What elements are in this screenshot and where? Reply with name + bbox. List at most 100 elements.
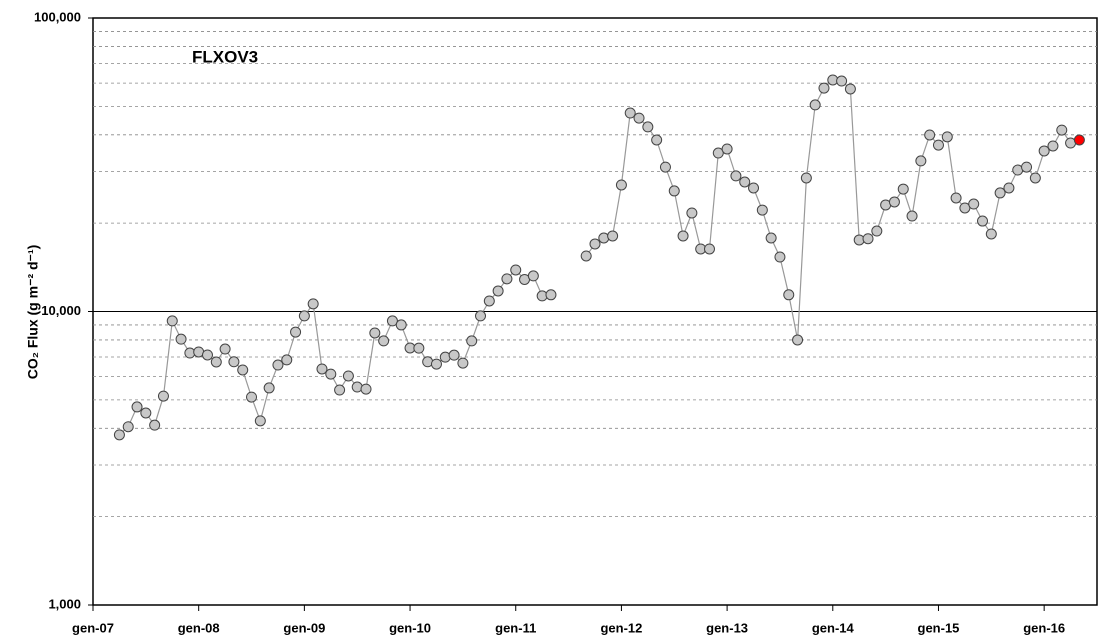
data-point (897, 183, 909, 195)
data-point (668, 185, 680, 197)
x-tick-label: gen-12 (600, 620, 642, 635)
data-point (140, 407, 152, 419)
data-point (756, 204, 768, 216)
data-point (941, 131, 953, 143)
data-point (157, 390, 169, 402)
data-point (994, 187, 1006, 199)
data-point (298, 310, 310, 322)
data-point (228, 356, 240, 368)
data-point (703, 243, 715, 255)
x-tick-label: gen-13 (706, 620, 748, 635)
data-point (131, 401, 143, 413)
data-point (818, 82, 830, 94)
x-tick-label: gen-16 (1023, 620, 1065, 635)
data-point (792, 334, 804, 346)
data-point (1047, 140, 1059, 152)
data-point (466, 335, 478, 347)
data-point (642, 121, 654, 133)
data-point (281, 354, 293, 366)
x-tick-label: gen-09 (283, 620, 325, 635)
data-point (113, 429, 125, 441)
data-point (580, 250, 592, 262)
x-tick-label: gen-07 (72, 620, 114, 635)
data-point (924, 129, 936, 141)
data-point (316, 363, 328, 375)
data-point (1021, 161, 1033, 173)
data-point (325, 368, 337, 380)
data-point (844, 83, 856, 95)
data-point (413, 342, 425, 354)
data-point (457, 357, 469, 369)
data-point (545, 289, 557, 301)
data-point (175, 333, 187, 345)
data-point (210, 356, 222, 368)
data-point (871, 225, 883, 237)
data-point (510, 264, 522, 276)
data-point (166, 315, 178, 327)
y-tick-label: 10,000 (41, 303, 81, 318)
data-point (783, 289, 795, 301)
data-point (430, 358, 442, 370)
data-point (651, 134, 663, 146)
data-point (615, 179, 627, 191)
data-point (712, 147, 724, 159)
highlight-point (1073, 134, 1085, 146)
data-point (659, 161, 671, 173)
data-point (342, 370, 354, 382)
data-point (263, 382, 275, 394)
data-point (122, 421, 134, 433)
data-point (475, 310, 487, 322)
data-point (149, 419, 161, 431)
y-axis-label: CO₂ Flux (g m⁻² d⁻¹) (25, 245, 41, 380)
data-point (483, 295, 495, 307)
data-point (985, 228, 997, 240)
data-point (272, 359, 284, 371)
data-point (1003, 182, 1015, 194)
data-point (360, 383, 372, 395)
data-point (395, 319, 407, 331)
data-point (906, 210, 918, 222)
data-point (1029, 172, 1041, 184)
x-tick-label: gen-14 (812, 620, 855, 635)
data-point (607, 230, 619, 242)
data-point (686, 207, 698, 219)
data-point (888, 196, 900, 208)
data-point (290, 326, 302, 338)
data-point (378, 335, 390, 347)
data-point (862, 233, 874, 245)
data-point (800, 172, 812, 184)
data-point (1038, 145, 1050, 157)
x-tick-label: gen-15 (918, 620, 960, 635)
data-point (1056, 124, 1068, 136)
data-point (739, 176, 751, 188)
data-point (915, 155, 927, 167)
data-point (950, 192, 962, 204)
data-point (307, 298, 319, 310)
x-tick-label: gen-11 (495, 620, 536, 635)
data-point (386, 315, 398, 327)
data-point (448, 349, 460, 361)
data-point (968, 198, 980, 210)
data-point (527, 270, 539, 282)
data-point (589, 238, 601, 250)
data-point (237, 364, 249, 376)
chart-title: FLXOV3 (192, 47, 258, 66)
data-point (219, 343, 231, 355)
data-point (836, 75, 848, 87)
data-point (492, 285, 504, 297)
y-tick-label: 1,000 (48, 596, 81, 611)
data-point (246, 391, 258, 403)
data-point (633, 112, 645, 124)
data-point (721, 143, 733, 155)
x-tick-label: gen-10 (389, 620, 431, 635)
x-tick-label: gen-08 (178, 620, 220, 635)
data-point (254, 415, 266, 427)
data-point (765, 232, 777, 244)
data-point (809, 99, 821, 111)
data-point (774, 251, 786, 263)
data-point (932, 139, 944, 151)
data-point (439, 351, 451, 363)
data-point (730, 170, 742, 182)
